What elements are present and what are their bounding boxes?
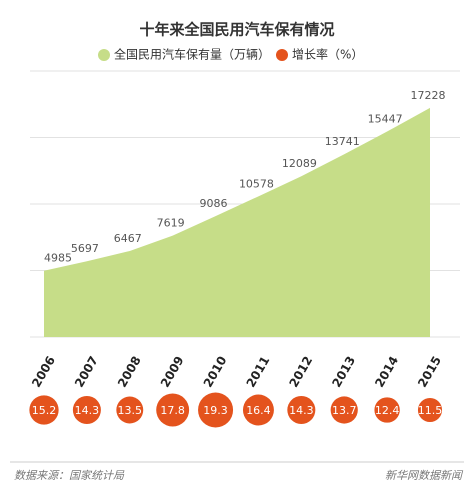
x-tick-label: 2012 <box>286 354 315 390</box>
chart-title: 十年来全国民用汽车保有情况 <box>139 21 334 39</box>
legend-swatch <box>276 49 288 61</box>
rate-bubble <box>72 395 101 425</box>
x-tick-label: 2009 <box>158 354 187 390</box>
x-tick-label: 2015 <box>415 354 444 390</box>
rate-bubble <box>374 397 400 423</box>
x-tick-label: 2008 <box>115 354 144 390</box>
value-label: 5697 <box>71 242 99 255</box>
value-label: 4985 <box>44 252 72 265</box>
value-label: 10578 <box>239 177 274 190</box>
value-label: 17228 <box>411 89 446 102</box>
source: 数据来源：国家统计局 <box>14 469 125 482</box>
area <box>44 107 430 337</box>
value-label: 12089 <box>282 157 317 170</box>
value-label: 9086 <box>200 197 228 210</box>
rate-label: 13.5 <box>118 404 143 417</box>
credit: 新华网数据新闻 <box>385 469 464 482</box>
rate-bubble <box>156 393 190 427</box>
rate-bubble <box>198 392 234 428</box>
value-label: 15447 <box>368 113 403 126</box>
rate-label: 13.7 <box>332 404 357 417</box>
x-tick-label: 2013 <box>329 354 358 390</box>
rate-label: 14.3 <box>289 404 314 417</box>
rate-label: 12.4 <box>375 404 400 417</box>
legend-label: 全国民用汽车保有量（万辆） <box>114 47 270 62</box>
value-label: 7619 <box>157 217 185 230</box>
rate-label: 11.5 <box>418 404 443 417</box>
rate-bubble <box>330 396 358 424</box>
legend-swatch <box>98 49 110 61</box>
rate-bubble <box>417 397 443 423</box>
x-tick-label: 2010 <box>201 354 230 390</box>
x-tick-label: 2007 <box>72 354 101 390</box>
x-tick-label: 2006 <box>29 354 58 390</box>
legend-label: 增长率（%） <box>292 47 363 62</box>
rate-label: 16.4 <box>246 404 271 417</box>
rate-bubble <box>29 395 59 425</box>
x-tick-label: 2011 <box>244 354 273 390</box>
rate-label: 19.3 <box>203 404 228 417</box>
rate-bubble <box>242 394 274 426</box>
value-label: 13741 <box>325 135 360 148</box>
rate-label: 15.2 <box>32 404 57 417</box>
rate-label: 14.3 <box>75 404 100 417</box>
rate-label: 17.8 <box>160 404 185 417</box>
value-label: 6467 <box>114 232 142 245</box>
rate-bubble <box>116 396 144 424</box>
rate-bubble <box>287 395 316 425</box>
x-tick-label: 2014 <box>372 354 401 390</box>
